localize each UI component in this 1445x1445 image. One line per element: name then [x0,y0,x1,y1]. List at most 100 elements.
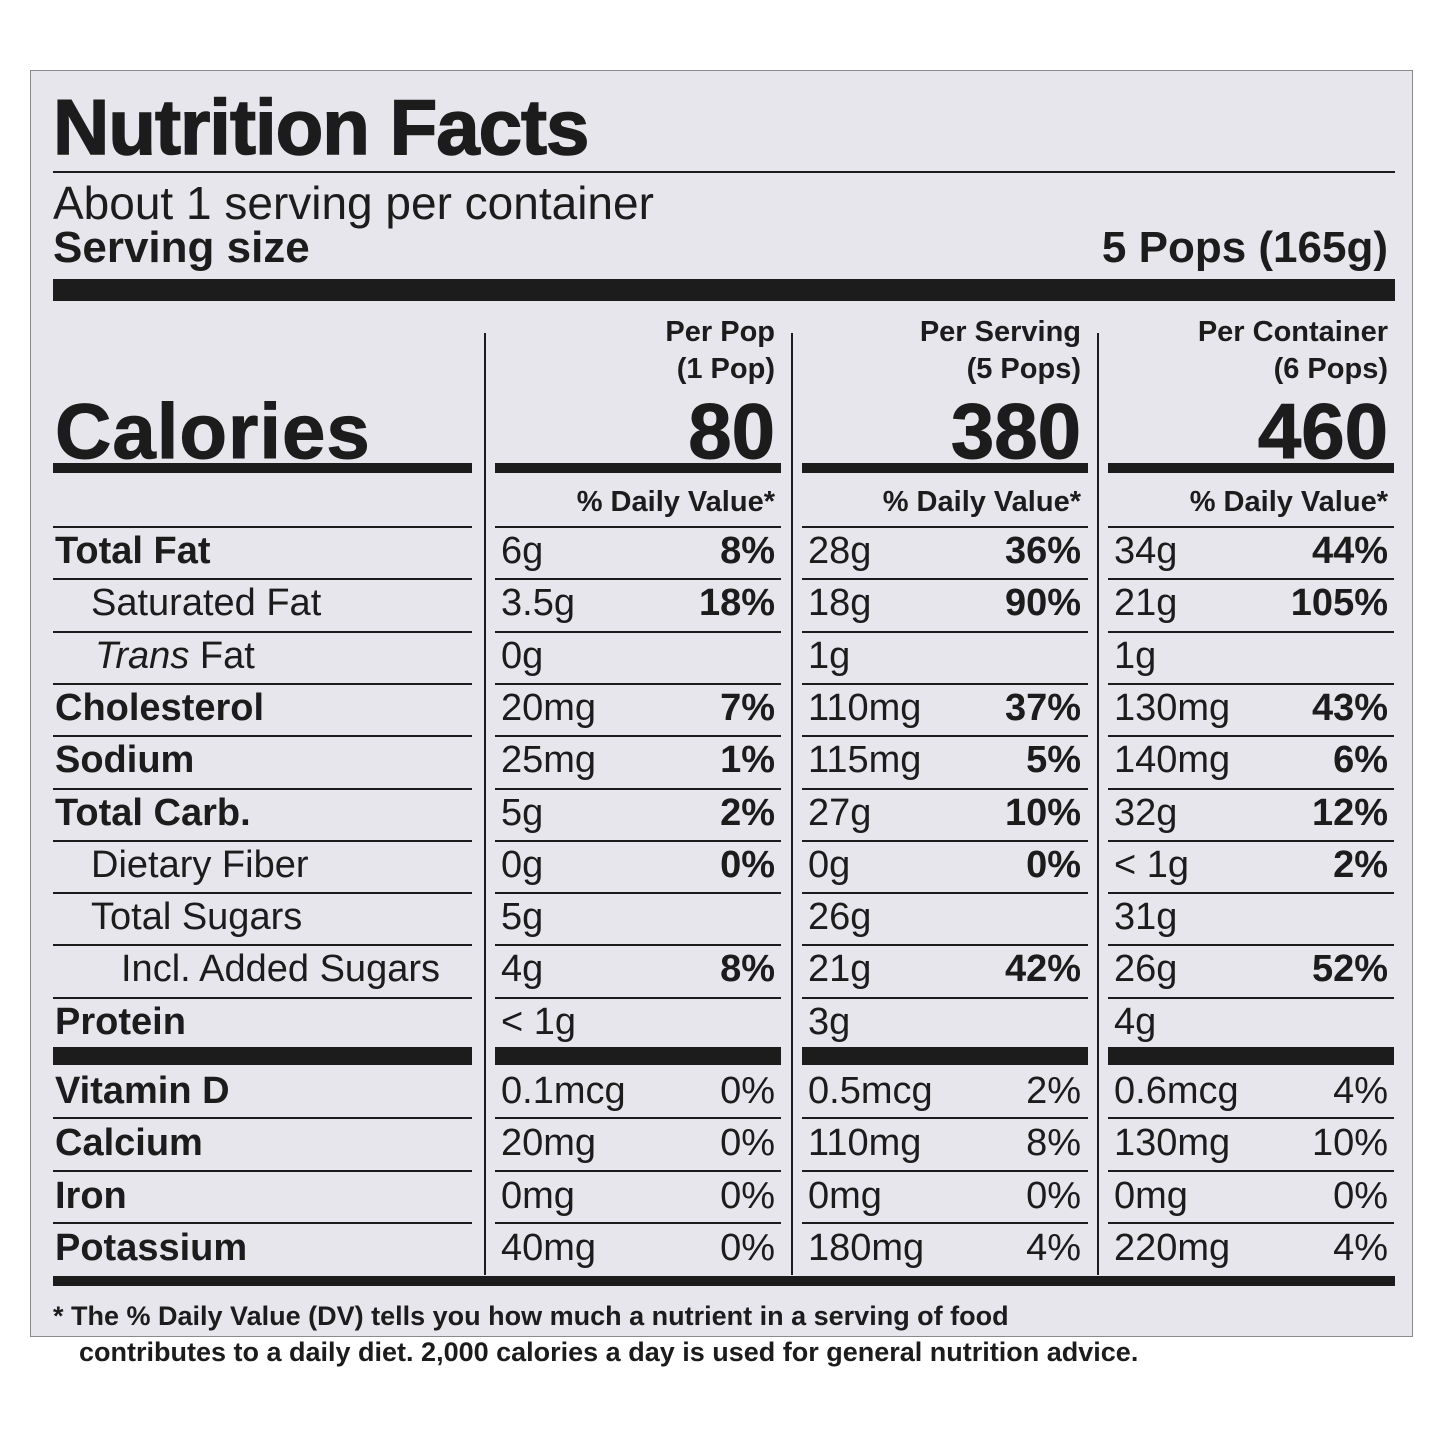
calories-per-pop: 80 [688,387,776,476]
column-header-line1: Per Serving [919,316,1081,348]
nutrient-row-2-label: Trans Fat [95,634,255,678]
row-rule [53,1117,472,1120]
column-divider [484,333,486,1275]
nutrient-row-8-daily-value: 42% [1004,948,1081,991]
nutrient-row-7-label: Total Sugars [91,896,303,939]
nutrient-row-3-amount: 130mg [1114,686,1231,729]
column-header-line1: Per Container [1197,316,1388,348]
vitamin-row-1-amount: 20mg [501,1122,597,1165]
row-rule [495,1117,781,1120]
row-rule [802,1169,1088,1172]
section-thick-rule [495,1047,781,1065]
nutrient-row-9-amount: 4g [1114,1000,1157,1043]
section-thick-rule [802,1047,1088,1065]
row-rule [1108,787,1394,790]
nutrient-row-8-daily-value: 52% [1311,948,1388,991]
nutrient-row-1-amount: 18g [808,582,872,625]
vitamin-row-3-amount: 40mg [501,1226,597,1269]
row-rule [1108,526,1394,528]
label-title: Nutrition Facts [52,82,590,172]
serving-thick-rule [53,279,1395,301]
nutrient-row-2-amount: 0g [501,634,544,677]
row-rule [495,1169,781,1172]
serving-size-value: 5 Pops (165g) [1101,223,1388,272]
row-rule [495,839,781,842]
vitamin-row-1-daily-value: 8% [1026,1122,1081,1165]
vitamin-row-3-daily-value: 4% [1026,1226,1081,1269]
row-rule [1108,1221,1394,1224]
nutrient-row-0-daily-value: 8% [720,530,775,572]
nutrient-row-5-daily-value: 12% [1311,791,1388,834]
vitamin-row-0-daily-value: 0% [720,1070,775,1112]
nutrient-row-6-daily-value: 0% [720,843,775,886]
row-rule [495,682,781,685]
row-rule [495,996,781,999]
nutrient-row-1-label: Saturated Fat [91,582,322,625]
row-rule [495,526,781,528]
vitamin-row-3-amount: 220mg [1114,1226,1231,1269]
row-rule [495,735,781,738]
calories-rule [53,463,472,473]
trans-italic: Trans [95,634,190,677]
row-rule [53,892,472,895]
nutrient-row-8-daily-value: 8% [720,948,775,991]
row-rule [53,735,472,738]
nutrient-row-1-daily-value: 18% [698,582,775,625]
vitamin-row-0-amount: 0.5mcg [808,1070,933,1112]
vitamin-row-0-daily-value: 4% [1333,1070,1388,1112]
nutrient-row-0-amount: 34g [1114,530,1178,572]
title-rule [53,171,1395,173]
vitamin-row-1-label: Calcium [55,1122,203,1165]
column-header-per-pop: Per Pop (1 Pop) [665,314,775,388]
row-rule [1108,578,1394,581]
row-rule [802,526,1088,528]
column-header-line2: (1 Pop) [676,353,775,385]
nutrient-row-1-daily-value: 105% [1290,582,1388,625]
calories-rule [802,463,1088,473]
nutrient-row-9-amount: < 1g [501,1000,577,1043]
column-header-line1: Per Pop [665,316,775,348]
servings-per-container: About 1 serving per container [53,177,654,229]
vitamin-row-0-amount: 0.6mcg [1114,1070,1239,1112]
nutrient-row-0-amount: 6g [501,530,544,572]
row-rule [1108,839,1394,842]
calories-label: Calories [55,387,371,476]
nutrient-row-6-amount: < 1g [1114,843,1190,886]
daily-value-header: % Daily Value* [882,486,1081,518]
column-header-per-serving: Per Serving (5 Pops) [920,314,1081,388]
row-rule [53,944,472,947]
section-thick-rule [1108,1047,1394,1065]
nutrient-row-6-amount: 0g [808,843,851,886]
vitamin-row-2-daily-value: 0% [720,1174,775,1217]
nutrient-row-5-daily-value: 2% [720,791,775,834]
row-rule [802,892,1088,895]
nutrient-row-6-amount: 0g [501,843,544,886]
nutrient-row-3-amount: 20mg [501,686,597,729]
vitamin-row-0-label: Vitamin D [55,1070,230,1112]
nutrient-row-5-amount: 5g [501,791,544,834]
vitamin-row-2-amount: 0mg [501,1174,575,1217]
nutrient-row-2-amount: 1g [808,634,851,677]
row-rule [1108,630,1394,633]
nutrient-row-4-daily-value: 1% [720,739,775,782]
row-rule [495,1221,781,1224]
nutrient-row-0-daily-value: 44% [1311,530,1388,572]
row-rule [1108,682,1394,685]
row-rule [53,787,472,790]
row-rule [802,944,1088,947]
row-rule [1108,944,1394,947]
nutrient-row-8-amount: 26g [1114,948,1178,991]
row-rule [802,735,1088,738]
vitamin-row-1-amount: 110mg [808,1122,922,1165]
nutrient-row-1-amount: 21g [1114,582,1178,625]
nutrient-row-9-amount: 3g [808,1000,851,1043]
nutrient-row-5-amount: 27g [808,791,872,834]
row-rule [802,839,1088,842]
row-rule [802,996,1088,999]
vitamin-row-2-amount: 0mg [1114,1174,1188,1217]
vitamin-row-3-daily-value: 0% [720,1226,775,1269]
nutrient-row-4-amount: 25mg [501,739,597,782]
row-rule [802,787,1088,790]
row-rule [53,682,472,685]
vitamin-row-2-label: Iron [55,1174,127,1217]
